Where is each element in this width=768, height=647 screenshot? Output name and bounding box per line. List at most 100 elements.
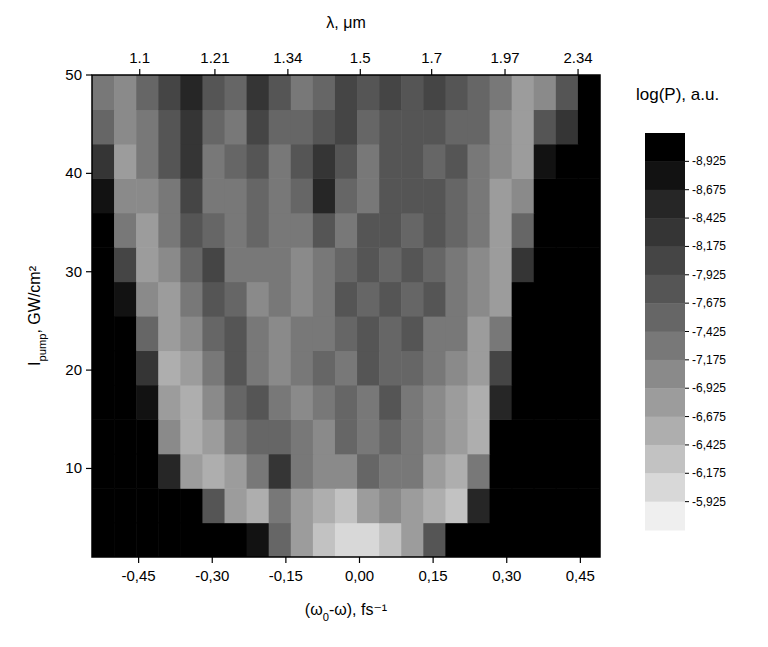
cell — [136, 247, 159, 282]
cell — [136, 316, 159, 351]
cell — [225, 419, 248, 454]
x-tick — [138, 557, 139, 563]
colorbar-label: -6,425 — [692, 438, 726, 452]
colorbar-label: -8,675 — [692, 183, 726, 197]
cell — [556, 282, 579, 317]
cell — [401, 523, 424, 557]
cell — [401, 316, 424, 351]
cell — [578, 247, 600, 282]
cell — [136, 75, 159, 110]
cell — [313, 419, 336, 454]
cell — [445, 109, 468, 144]
cell — [490, 350, 513, 385]
colorbar-swatch — [645, 332, 685, 361]
cell — [556, 385, 579, 420]
cell — [534, 282, 557, 317]
cell — [490, 109, 513, 144]
colorbar-swatch — [645, 161, 685, 190]
cell — [313, 454, 336, 489]
cell — [136, 282, 159, 317]
colorbar-swatch — [645, 417, 685, 446]
cell — [313, 144, 336, 179]
cell — [490, 454, 513, 489]
cell — [247, 385, 270, 420]
x2-tick — [139, 69, 140, 75]
cell — [401, 178, 424, 213]
cell — [423, 350, 446, 385]
x-tick — [506, 557, 507, 563]
cell — [92, 419, 115, 454]
colorbar-swatch — [645, 218, 685, 247]
cell — [269, 488, 292, 523]
cell — [247, 316, 270, 351]
cell — [202, 385, 225, 420]
cell — [225, 350, 248, 385]
colorbar-swatch — [645, 445, 685, 474]
cell — [534, 213, 557, 248]
cell — [512, 75, 535, 110]
cell — [445, 385, 468, 420]
cell — [114, 316, 137, 351]
cell — [202, 523, 225, 557]
x2-tick — [577, 69, 578, 75]
cell — [202, 178, 225, 213]
cell — [335, 109, 358, 144]
cell — [512, 144, 535, 179]
cell — [269, 144, 292, 179]
cell — [556, 213, 579, 248]
cell — [490, 282, 513, 317]
cell — [467, 282, 490, 317]
cell — [269, 523, 292, 557]
x2-tick — [431, 69, 432, 75]
cell — [357, 282, 380, 317]
colorbar-swatch — [645, 246, 685, 275]
cell — [313, 523, 336, 557]
cell — [202, 316, 225, 351]
cell — [578, 523, 600, 557]
colorbar-label: -7,175 — [692, 353, 726, 367]
cell — [202, 282, 225, 317]
cell — [423, 488, 446, 523]
cell — [180, 419, 203, 454]
cell — [180, 247, 203, 282]
cell — [158, 350, 181, 385]
cell — [490, 75, 513, 110]
cell — [269, 419, 292, 454]
x-tick — [212, 557, 213, 563]
cell — [490, 213, 513, 248]
cell — [512, 178, 535, 213]
cell — [291, 488, 314, 523]
cell — [512, 385, 535, 420]
cell — [158, 385, 181, 420]
colorbar-label: -6,675 — [692, 410, 726, 424]
cell — [357, 316, 380, 351]
colorbar-tick — [685, 331, 689, 332]
y-tick — [86, 370, 92, 371]
cell — [335, 75, 358, 110]
cell — [445, 350, 468, 385]
cell — [379, 213, 402, 248]
cell — [379, 454, 402, 489]
cell — [578, 350, 600, 385]
cell — [423, 385, 446, 420]
x-tick — [285, 557, 286, 563]
cell — [379, 178, 402, 213]
cell — [225, 454, 248, 489]
cell — [423, 523, 446, 557]
cell — [202, 109, 225, 144]
cell — [467, 350, 490, 385]
cell — [423, 454, 446, 489]
cell — [247, 350, 270, 385]
cell — [357, 109, 380, 144]
colorbar-label: -7,425 — [692, 325, 726, 339]
cell — [180, 213, 203, 248]
cell — [114, 109, 137, 144]
cell — [92, 385, 115, 420]
cell — [247, 109, 270, 144]
cell — [534, 350, 557, 385]
cell — [357, 213, 380, 248]
cell — [335, 316, 358, 351]
colorbar-tick — [685, 473, 689, 474]
cell — [357, 350, 380, 385]
cell — [92, 350, 115, 385]
